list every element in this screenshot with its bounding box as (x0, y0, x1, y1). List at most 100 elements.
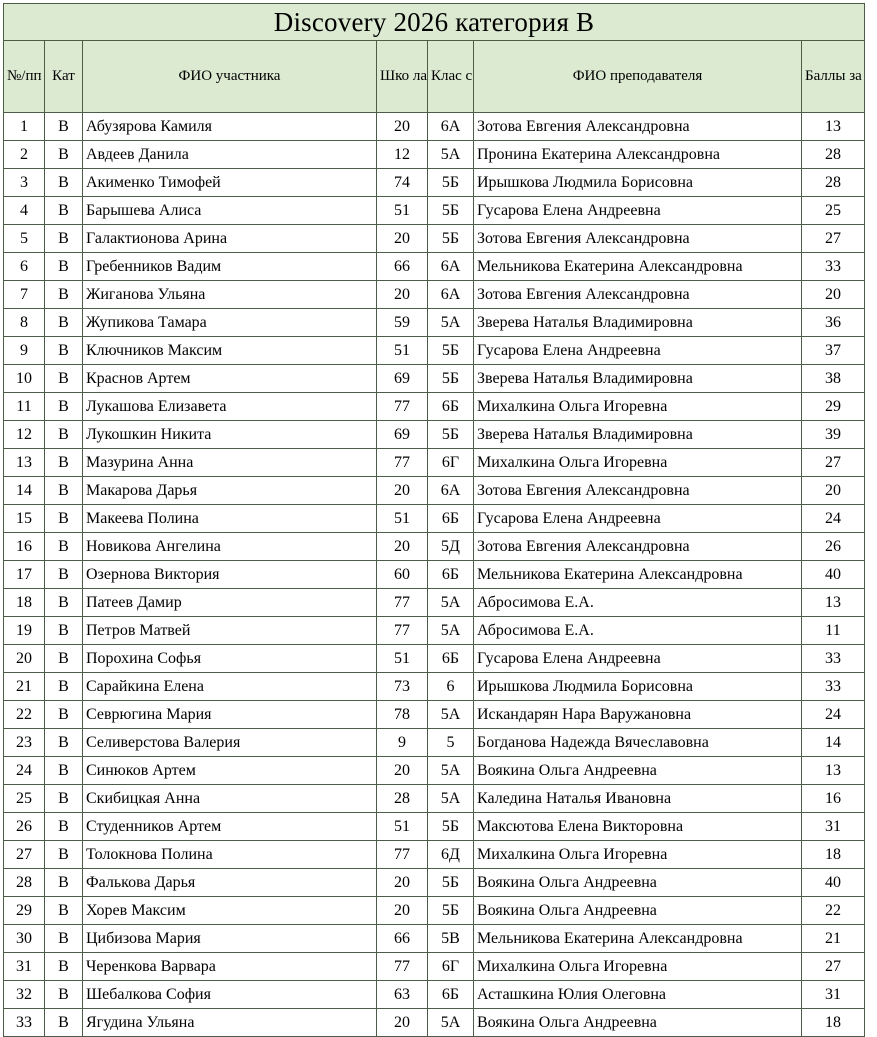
cell-score[interactable]: 31 (800, 980, 866, 1009)
cell-number[interactable]: 1 (3, 112, 45, 141)
cell-class[interactable]: 6Б (427, 504, 474, 533)
cell-participant-name[interactable]: Цибизова Мария (82, 924, 377, 953)
cell-participant-name[interactable]: Черенкова Варвара (82, 952, 377, 981)
cell-class[interactable]: 5А (427, 308, 474, 337)
cell-score[interactable]: 27 (800, 448, 866, 477)
cell-school[interactable]: 28 (376, 784, 428, 813)
cell-score[interactable]: 28 (800, 168, 866, 197)
cell-school[interactable]: 73 (376, 672, 428, 701)
cell-score[interactable]: 40 (800, 868, 866, 897)
cell-participant-name[interactable]: Фалькова Дарья (82, 868, 377, 897)
cell-class[interactable]: 5В (427, 924, 474, 953)
table-row[interactable]: 29 В Хорев Максим 20 5Б Воякина Ольга Андреев… (3, 896, 866, 925)
cell-number[interactable]: 12 (3, 420, 45, 449)
cell-category[interactable]: В (44, 728, 83, 757)
cell-class[interactable]: 6А (427, 280, 474, 309)
cell-class[interactable]: 6Б (427, 644, 474, 673)
cell-class[interactable]: 5Б (427, 336, 474, 365)
cell-category[interactable]: В (44, 308, 83, 337)
cell-category[interactable]: В (44, 140, 83, 169)
cell-category[interactable]: В (44, 784, 83, 813)
table-row[interactable]: 30 В Цибизова Мария 66 5В Мельникова Екатерин… (3, 924, 866, 953)
cell-score[interactable]: 20 (800, 476, 866, 505)
table-row[interactable]: 24 В Синюков Артем 20 5А Воякина Ольга Андрее… (3, 756, 866, 785)
cell-category[interactable]: В (44, 616, 83, 645)
cell-participant-name[interactable]: Лукашова Елизавета (82, 392, 377, 421)
cell-teacher-name[interactable]: Зотова Евгения Александровна (473, 476, 802, 505)
cell-number[interactable]: 19 (3, 616, 45, 645)
cell-teacher-name[interactable]: Искандарян Нара Варужановна (473, 700, 802, 729)
cell-school[interactable]: 63 (376, 980, 428, 1009)
table-row[interactable]: 5 В Галактионова Арина 20 5Б Зотова Евгения А… (3, 224, 866, 253)
table-row[interactable]: 9 В Ключников Максим 51 5Б Гусарова Елена Анд… (3, 336, 866, 365)
cell-score[interactable]: 21 (800, 924, 866, 953)
cell-category[interactable]: В (44, 672, 83, 701)
table-row[interactable]: 13 В Мазурина Анна 77 6Г Михалкина Ольга Игор… (3, 448, 866, 477)
cell-class[interactable]: 5А (427, 588, 474, 617)
cell-category[interactable]: В (44, 868, 83, 897)
cell-school[interactable]: 20 (376, 868, 428, 897)
cell-score[interactable]: 33 (800, 644, 866, 673)
cell-score[interactable]: 20 (800, 280, 866, 309)
cell-teacher-name[interactable]: Воякина Ольга Андреевна (473, 868, 802, 897)
cell-score[interactable]: 38 (800, 364, 866, 393)
cell-category[interactable]: В (44, 196, 83, 225)
cell-school[interactable]: 20 (376, 532, 428, 561)
table-row[interactable]: 27 В Толокнова Полина 77 6Д Михалкина Ольга И… (3, 840, 866, 869)
cell-teacher-name[interactable]: Абросимова Е.А. (473, 588, 802, 617)
cell-category[interactable]: В (44, 476, 83, 505)
cell-teacher-name[interactable]: Гусарова Елена Андреевна (473, 644, 802, 673)
cell-score[interactable]: 25 (800, 196, 866, 225)
cell-score[interactable]: 28 (800, 140, 866, 169)
cell-school[interactable]: 51 (376, 196, 428, 225)
cell-school[interactable]: 77 (376, 616, 428, 645)
cell-number[interactable]: 20 (3, 644, 45, 673)
cell-category[interactable]: В (44, 224, 83, 253)
cell-teacher-name[interactable]: Каледина Наталья Ивановна (473, 784, 802, 813)
cell-number[interactable]: 28 (3, 868, 45, 897)
cell-class[interactable]: 5Д (427, 532, 474, 561)
cell-number[interactable]: 21 (3, 672, 45, 701)
cell-school[interactable]: 20 (376, 896, 428, 925)
cell-participant-name[interactable]: Мазурина Анна (82, 448, 377, 477)
cell-score[interactable]: 27 (800, 952, 866, 981)
cell-class[interactable]: 5А (427, 1008, 474, 1037)
cell-participant-name[interactable]: Жиганова Ульяна (82, 280, 377, 309)
cell-score[interactable]: 13 (800, 112, 866, 141)
table-row[interactable]: 6 В Гребенников Вадим 66 6А Мельникова Екатер… (3, 252, 866, 281)
cell-number[interactable]: 18 (3, 588, 45, 617)
cell-number[interactable]: 4 (3, 196, 45, 225)
cell-teacher-name[interactable]: Михалкина Ольга Игоревна (473, 392, 802, 421)
cell-class[interactable]: 6Б (427, 980, 474, 1009)
cell-number[interactable]: 8 (3, 308, 45, 337)
cell-number[interactable]: 22 (3, 700, 45, 729)
cell-participant-name[interactable]: Петров Матвей (82, 616, 377, 645)
column-header-class[interactable]: Клас с (427, 40, 474, 113)
cell-class[interactable]: 6А (427, 112, 474, 141)
cell-participant-name[interactable]: Гребенников Вадим (82, 252, 377, 281)
cell-school[interactable]: 77 (376, 392, 428, 421)
table-row[interactable]: 16 В Новикова Ангелина 20 5Д Зотова Евгения А… (3, 532, 866, 561)
column-header-score[interactable]: Баллы за 2 тур (800, 40, 866, 113)
table-row[interactable]: 32 В Шебалкова София 63 6Б Асташкина Юлия Оле… (3, 980, 866, 1009)
column-header-num[interactable]: №/пп (3, 40, 45, 113)
cell-teacher-name[interactable]: Ирышкова Людмила Борисовна (473, 168, 802, 197)
cell-class[interactable]: 6А (427, 252, 474, 281)
cell-participant-name[interactable]: Порохина Софья (82, 644, 377, 673)
cell-score[interactable]: 36 (800, 308, 866, 337)
cell-score[interactable]: 29 (800, 392, 866, 421)
cell-score[interactable]: 18 (800, 840, 866, 869)
cell-number[interactable]: 9 (3, 336, 45, 365)
cell-category[interactable]: В (44, 392, 83, 421)
cell-teacher-name[interactable]: Михалкина Ольга Игоревна (473, 952, 802, 981)
table-row[interactable]: 1 В Абузярова Камиля 20 6А Зотова Евгения Але… (3, 112, 866, 141)
cell-category[interactable]: В (44, 896, 83, 925)
cell-school[interactable]: 20 (376, 280, 428, 309)
cell-class[interactable]: 5А (427, 140, 474, 169)
cell-category[interactable]: В (44, 700, 83, 729)
cell-school[interactable]: 66 (376, 252, 428, 281)
cell-class[interactable]: 6Г (427, 448, 474, 477)
column-header-school[interactable]: Шко ла (376, 40, 428, 113)
cell-participant-name[interactable]: Скибицкая Анна (82, 784, 377, 813)
table-row[interactable]: 26 В Студенников Артем 51 5Б Максютова Елена … (3, 812, 866, 841)
